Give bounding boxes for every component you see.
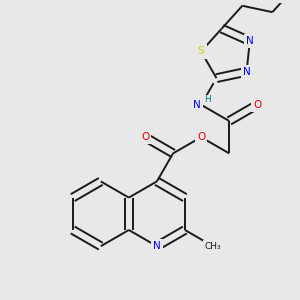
Text: O: O	[253, 100, 261, 110]
Text: N: N	[194, 100, 201, 110]
Text: N: N	[243, 67, 250, 77]
Text: O: O	[197, 132, 205, 142]
Text: CH₃: CH₃	[205, 242, 221, 251]
Text: O: O	[141, 132, 149, 142]
Text: N: N	[246, 36, 254, 46]
Text: N: N	[153, 241, 161, 251]
Text: S: S	[198, 46, 204, 56]
Text: H: H	[204, 95, 211, 104]
